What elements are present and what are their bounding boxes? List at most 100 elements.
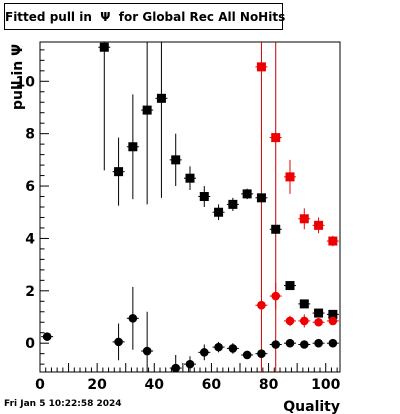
data-point-s0-13 — [284, 281, 296, 291]
circle-marker — [257, 349, 266, 358]
circle-marker — [314, 317, 323, 327]
x-tick-label: 0 — [35, 377, 45, 393]
data-point-s1-8 — [226, 343, 239, 354]
data-point-s0-3 — [141, 42, 154, 205]
data-point-s1-10 — [255, 349, 268, 358]
square-marker — [142, 105, 152, 115]
square-marker — [228, 199, 238, 209]
data-points-layer — [41, 42, 339, 373]
circle-marker — [185, 359, 195, 369]
data-point-s1-3 — [141, 311, 154, 372]
data-point-s1-13 — [298, 340, 311, 349]
square-marker — [271, 224, 281, 234]
square-marker — [114, 167, 124, 177]
square-marker — [314, 220, 324, 230]
square-marker — [328, 309, 338, 319]
plot-frame-layer — [39, 41, 341, 373]
data-point-s0-12 — [269, 224, 282, 234]
circle-marker — [285, 316, 295, 326]
data-point-s0-10 — [241, 188, 254, 200]
x-tick-label: 40 — [145, 377, 165, 393]
square-marker — [242, 189, 252, 199]
x-tick-label: 60 — [202, 377, 222, 393]
data-point-s3-1 — [269, 282, 282, 310]
y-tick-label: 4 — [25, 231, 35, 247]
circle-marker — [214, 342, 223, 352]
y-tick-label: 0 — [25, 336, 35, 352]
data-point-s0-16 — [326, 309, 339, 319]
axes-layer: 0 20 40 60 80 100 0 2 4 6 8 10 Quality pull in Ψ — [10, 44, 341, 414]
circle-marker — [171, 363, 181, 373]
data-point-s1-1 — [112, 323, 125, 361]
data-point-s3-0 — [255, 300, 268, 310]
circle-marker — [271, 340, 281, 349]
square-marker — [271, 133, 281, 143]
data-point-s0-8 — [212, 204, 225, 221]
data-point-s0-7 — [198, 186, 211, 207]
data-point-s1-14 — [312, 338, 325, 348]
square-marker — [328, 236, 338, 246]
square-marker — [128, 142, 138, 152]
vertical-lines-layer — [260, 42, 277, 372]
data-point-s1-7 — [212, 341, 225, 353]
data-point-s3-5 — [326, 316, 339, 326]
square-marker — [285, 281, 295, 291]
data-point-s3-4 — [312, 317, 325, 327]
data-point-s2-3 — [298, 208, 311, 230]
square-marker — [314, 308, 324, 318]
square-marker — [256, 62, 266, 72]
circle-marker — [314, 338, 323, 348]
data-point-s2-0 — [255, 62, 268, 72]
square-marker — [156, 93, 166, 103]
x-tick-label: 100 — [311, 377, 340, 393]
data-point-s0-11 — [255, 193, 268, 203]
circle-marker — [299, 316, 309, 326]
square-marker — [299, 214, 309, 224]
circle-marker — [242, 350, 252, 360]
circle-marker — [114, 337, 123, 347]
circle-marker — [42, 332, 52, 341]
data-point-s1-6 — [198, 344, 211, 361]
circle-marker — [328, 316, 338, 326]
circle-marker — [257, 300, 266, 310]
y-tick-label: 2 — [25, 284, 35, 300]
data-point-s0-14 — [298, 299, 311, 309]
data-point-s1-0 — [41, 332, 54, 341]
square-marker — [199, 192, 209, 202]
data-point-s2-4 — [312, 217, 325, 234]
data-point-s3-2 — [284, 315, 296, 327]
x-tick-label: 80 — [259, 377, 279, 393]
title-box: Fitted pull in Ψ for Global Rec All NoHi… — [4, 3, 286, 30]
data-point-s1-9 — [241, 350, 254, 360]
data-point-s2-5 — [326, 235, 339, 247]
data-point-s2-2 — [284, 159, 296, 194]
square-marker — [299, 299, 309, 309]
y-axis-label: pull in Ψ — [10, 44, 26, 110]
data-point-s2-1 — [269, 132, 282, 143]
data-point-s1-2 — [126, 286, 139, 350]
plot-frame — [39, 41, 341, 373]
circle-marker — [128, 314, 138, 323]
y-tick-label: 10 — [16, 74, 36, 90]
circle-marker — [142, 346, 152, 356]
data-point-s1-12 — [284, 338, 296, 348]
data-point-s0-15 — [312, 308, 325, 318]
circle-marker — [271, 291, 281, 301]
data-point-s1-15 — [326, 338, 339, 348]
chart-title: Fitted pull in Ψ for Global Rec All NoHi… — [5, 10, 286, 24]
data-point-s1-5 — [184, 356, 196, 372]
square-marker — [171, 155, 181, 165]
square-marker — [256, 193, 266, 203]
timestamp-footer: Fri Jan 5 10:22:58 2024 — [4, 399, 122, 409]
square-marker — [185, 173, 195, 183]
square-marker — [214, 207, 224, 217]
data-point-s3-3 — [298, 314, 311, 328]
data-point-s0-1 — [112, 137, 125, 206]
data-point-s0-6 — [184, 166, 196, 190]
x-axis-label: Quality — [283, 399, 340, 414]
circle-marker — [199, 348, 209, 357]
y-tick-label: 6 — [25, 179, 35, 195]
circle-marker — [285, 338, 295, 348]
x-tick-label: 20 — [87, 377, 107, 393]
